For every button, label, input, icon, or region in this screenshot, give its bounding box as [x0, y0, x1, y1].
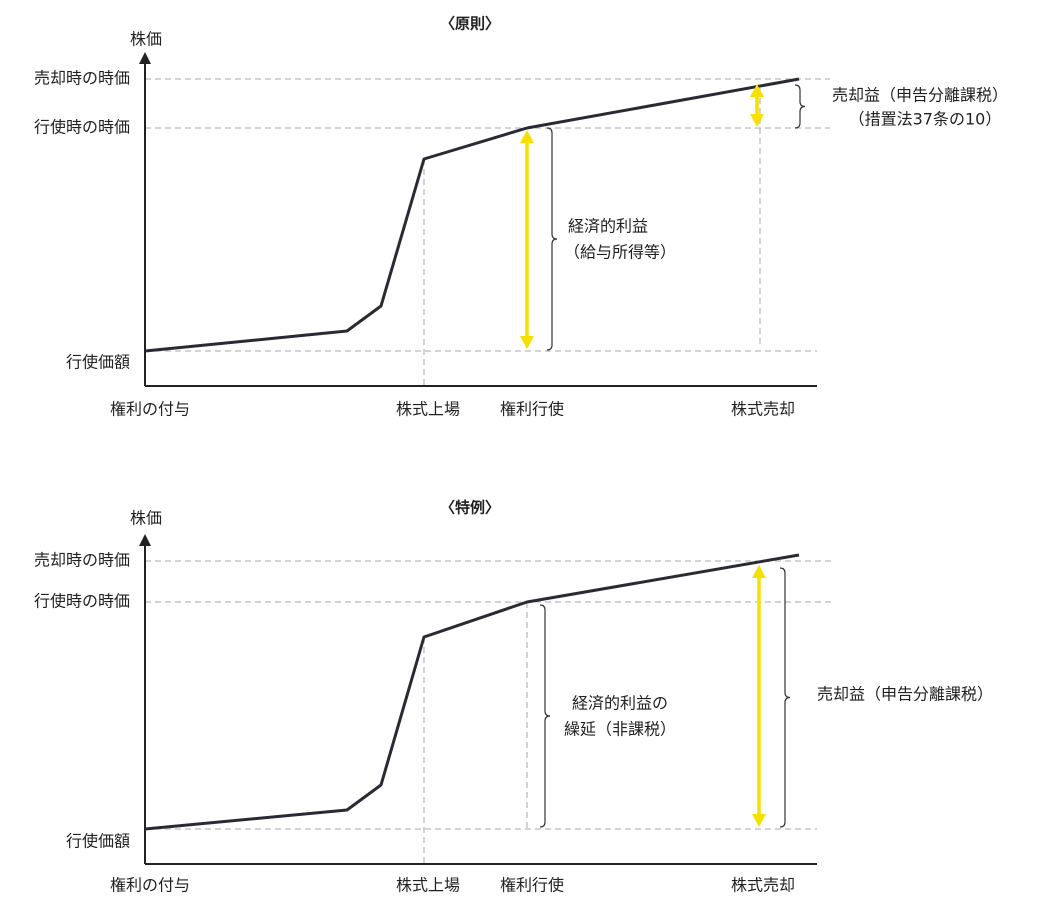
x-label: 権利行使: [500, 400, 564, 419]
arrow-head: [520, 336, 534, 349]
y-label: 行使時の時価: [34, 118, 130, 137]
y-label: 売却時の時価: [34, 69, 130, 88]
arrow-head: [520, 130, 534, 143]
x-label: 株式売却: [731, 876, 795, 895]
y-axis-label: 株価: [130, 30, 162, 49]
annotation: 経済的利益: [568, 217, 648, 236]
annotation: （措置法37条の10）: [849, 110, 1002, 129]
double-arrow: [750, 84, 764, 127]
annotation: 繰延（非課税）: [564, 720, 676, 739]
double-arrow: [520, 130, 534, 349]
x-label: 権利行使: [500, 876, 564, 895]
y-label: 売却時の時価: [34, 551, 130, 570]
annotation: （給与所得等）: [564, 243, 676, 262]
x-label: 権利の付与: [110, 876, 190, 895]
y-label: 行使価額: [66, 353, 130, 372]
x-label: 株式上場: [396, 876, 460, 895]
y-axis-label: 株価: [130, 509, 162, 528]
brace-path: [539, 604, 551, 828]
arrow-head: [752, 814, 766, 827]
brace-path: [794, 84, 806, 129]
arrow-head: [752, 565, 766, 578]
brace: [779, 567, 791, 828]
panel-title: 〈原則〉: [440, 15, 500, 33]
double-arrow: [752, 565, 766, 827]
x-label: 株式売却: [731, 400, 795, 419]
brace: [546, 127, 558, 351]
panel: 〈原則〉 株価 売却時の時価 行使時の時価 行使価額 権利の付与 株式上場 権利…: [34, 15, 1008, 419]
brace: [794, 84, 806, 129]
arrow-head: [750, 84, 764, 97]
annotation: 売却益（申告分離課税）: [817, 685, 993, 704]
x-label: 権利の付与: [110, 400, 190, 419]
panel: 〈特例〉 株価 売却時の時価 行使時の時価 行使価額 権利の付与 株式上場 権利…: [34, 499, 993, 895]
brace-path: [546, 127, 558, 351]
y-label: 行使時の時価: [34, 592, 130, 611]
y-label: 行使価額: [66, 832, 130, 851]
price-line: [144, 77, 800, 353]
arrow-head: [750, 114, 764, 127]
annotation: 売却益（申告分離課税）: [832, 86, 1008, 105]
annotation: 経済的利益の: [572, 694, 668, 713]
panel-title: 〈特例〉: [440, 499, 500, 517]
price-line: [144, 553, 800, 831]
x-label: 株式上場: [396, 400, 460, 419]
brace: [539, 604, 551, 828]
brace-path: [779, 567, 791, 828]
